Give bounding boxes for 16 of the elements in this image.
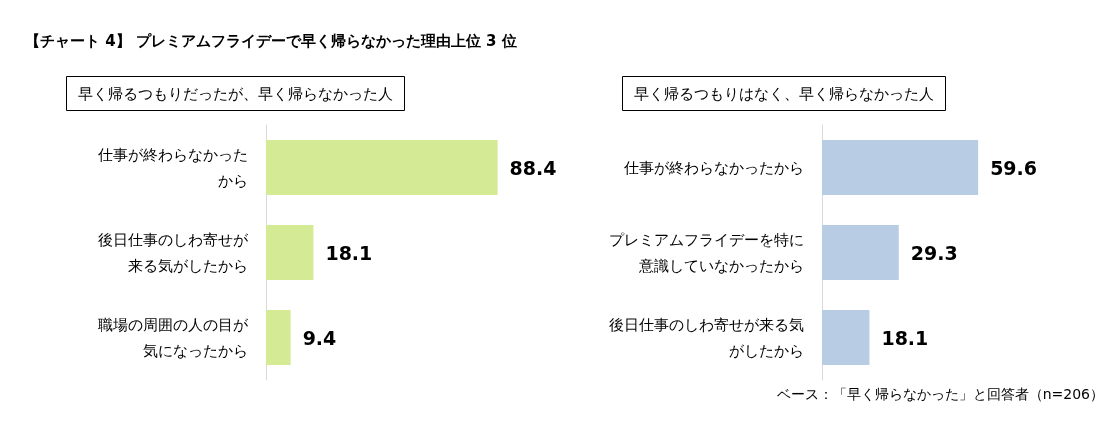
chart-subtitle: 早く帰るつもりだったが、早く帰らなかった人 bbox=[78, 84, 393, 103]
text: ベース：「早く帰らなかった」と回答者（n=206） bbox=[776, 386, 1104, 402]
chart-subtitle: 早く帰るつもりはなく、早く帰らなかった人 bbox=[634, 84, 934, 103]
y-tick-label: 仕事が終わらなかったから bbox=[97, 145, 248, 190]
data-label: 9.4 bbox=[302, 326, 337, 349]
data-label: 18.1 bbox=[325, 241, 373, 264]
y-tick-label: 職場の周囲の人の目が気になったから bbox=[98, 315, 249, 360]
data-label: 18.1 bbox=[881, 326, 929, 349]
chart-title: 【チャート 4】 プレミアムフライデーで早く帰らなかった理由上位 3 位 bbox=[25, 31, 517, 50]
data-label: 88.4 bbox=[509, 156, 557, 179]
y-tick-label: 後日仕事のしわ寄せが来る気がしたから bbox=[98, 230, 249, 275]
y-tick-label: 後日仕事のしわ寄せが来る気がしたから bbox=[609, 315, 804, 360]
y-tick-label: 仕事が終わらなかったから bbox=[623, 158, 804, 177]
data-label: 59.6 bbox=[990, 156, 1038, 179]
y-tick-label: プレミアムフライデーを特に意識していなかったから bbox=[609, 230, 804, 275]
data-label: 29.3 bbox=[910, 241, 958, 264]
